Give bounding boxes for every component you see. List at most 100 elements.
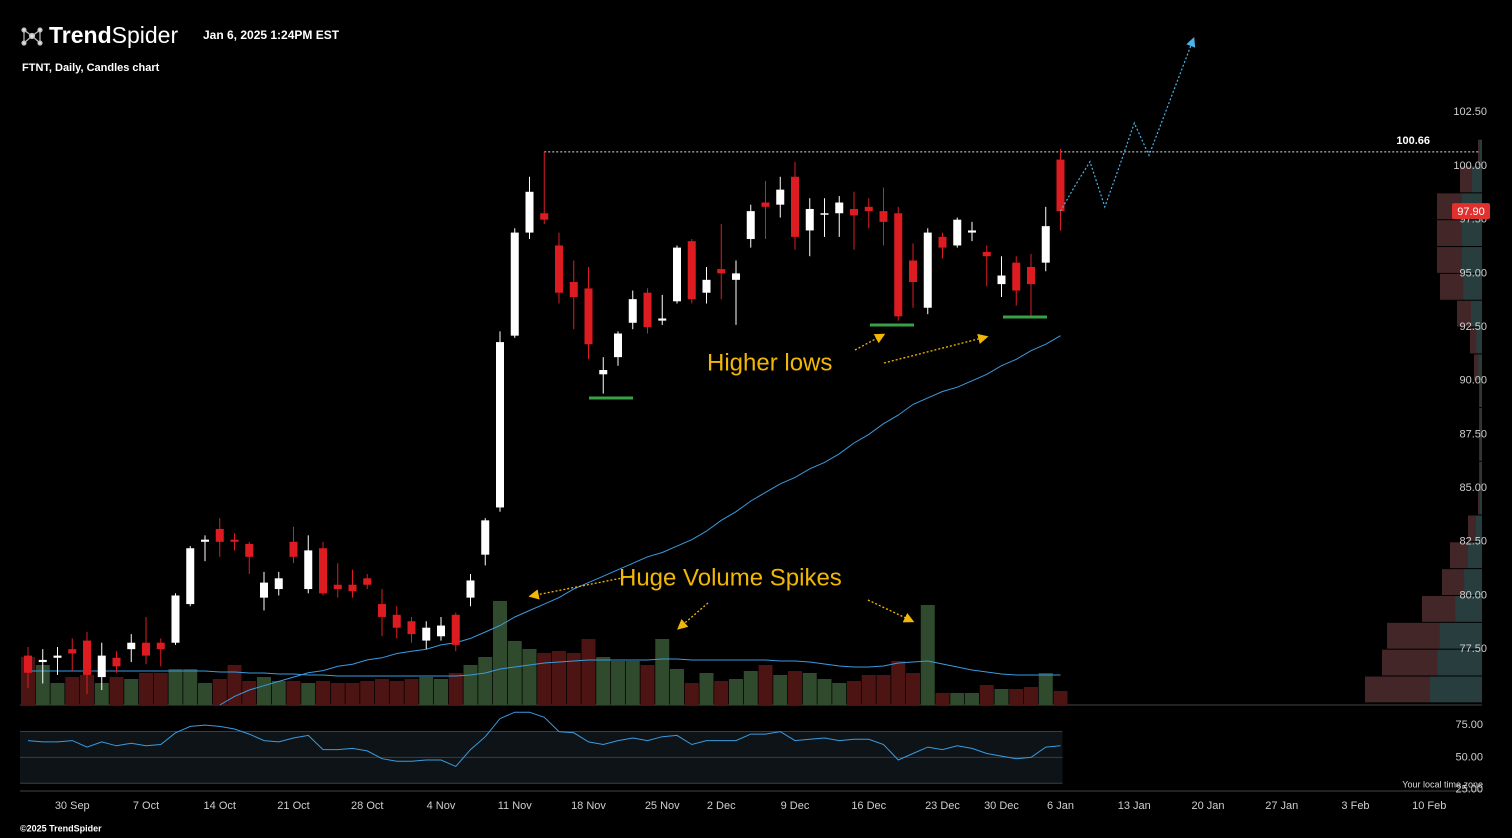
candle-body	[215, 528, 224, 542]
annotation-arrow	[854, 333, 886, 351]
subtitle: FTNT, Daily, Candles chart	[22, 62, 160, 74]
volume-bar	[611, 661, 625, 705]
candle-body	[260, 582, 268, 598]
candle-body	[24, 655, 32, 673]
profile-bar	[1440, 273, 1482, 300]
volume-bar	[596, 657, 611, 705]
x-tick-label: 11 Nov	[498, 800, 533, 812]
candle-body	[304, 550, 313, 590]
rsi-tick-label: 25.00	[1455, 784, 1483, 796]
volume-bar	[714, 681, 729, 705]
y-tick-label: 87.50	[1459, 428, 1487, 440]
profile-bar	[1470, 327, 1482, 354]
candle-body	[953, 219, 962, 246]
profile-bar	[1468, 515, 1482, 542]
candle-body	[938, 236, 947, 248]
x-tick-label: 7 Oct	[133, 800, 159, 812]
candle-body	[540, 213, 549, 220]
volume-bar	[301, 683, 316, 705]
candle-body	[599, 370, 608, 375]
y-tick-label: 100.00	[1453, 160, 1487, 172]
profile-bar	[1437, 247, 1482, 273]
candle-body	[658, 318, 667, 321]
x-tick-label: 30 Dec	[984, 800, 1019, 812]
profile-bar	[1442, 569, 1482, 595]
volume-bar	[463, 665, 478, 705]
annotation-arrow	[528, 575, 633, 600]
volume-bar	[788, 671, 802, 705]
candle-body	[1056, 159, 1065, 212]
brand-light: Spider	[112, 22, 179, 48]
volume-bar	[271, 681, 286, 705]
volume-bar	[404, 679, 419, 705]
candle-body	[83, 640, 91, 675]
annotation-text: Huge Volume Spikes	[619, 564, 842, 591]
volume-bar	[758, 665, 773, 705]
volume-bar	[979, 685, 994, 705]
candle-body	[717, 269, 726, 274]
rsi-tick-label: 75.00	[1455, 719, 1483, 731]
volume-bar	[950, 693, 965, 705]
volume-bar	[684, 683, 699, 705]
candle-body	[982, 251, 991, 257]
volume-bar	[1024, 687, 1038, 705]
candle-body	[333, 584, 342, 590]
candle-body	[791, 176, 799, 237]
volume-bar	[434, 679, 448, 705]
y-tick-label: 85.00	[1459, 482, 1487, 494]
candle-body	[968, 230, 976, 233]
y-tick-label: 92.50	[1459, 321, 1487, 333]
candle-body	[614, 333, 622, 358]
candle-body	[142, 642, 150, 656]
volume-bar	[375, 679, 389, 705]
candle-body	[38, 659, 47, 663]
x-tick-label: 3 Feb	[1341, 800, 1369, 812]
sma-line	[219, 335, 1061, 706]
profile-bar	[1460, 166, 1482, 193]
volume-bar	[330, 683, 345, 705]
candle-body	[289, 541, 298, 557]
candle-body	[673, 247, 681, 302]
volume-bar	[286, 681, 301, 705]
volume-bar	[935, 693, 950, 705]
volume-bar	[1053, 691, 1068, 705]
candle-body	[392, 614, 401, 628]
volume-bar	[1038, 673, 1053, 705]
volume-ma-line	[28, 658, 1061, 677]
volume-bar	[507, 641, 522, 705]
candle-body	[274, 578, 283, 590]
volume-bar	[419, 677, 434, 705]
volume-bar	[847, 681, 861, 705]
candle-body	[245, 543, 254, 557]
volume-bar	[139, 673, 153, 705]
candle-body	[761, 202, 770, 207]
timestamp: Jan 6, 2025 1:24PM EST	[203, 28, 340, 42]
candle-body	[319, 548, 327, 594]
candle-body	[201, 539, 209, 542]
candle-body	[186, 548, 195, 605]
candle-body	[894, 213, 903, 317]
candle-body	[230, 539, 239, 542]
y-tick-label: 95.00	[1459, 267, 1487, 279]
volume-bar	[876, 675, 891, 705]
candle-body	[378, 604, 386, 617]
volume-bar	[316, 681, 330, 705]
annotation-text: Higher lows	[707, 349, 832, 376]
candle-body	[171, 595, 180, 643]
copyright: ©2025 TrendSpider	[20, 823, 102, 833]
profile-bar	[1478, 139, 1482, 166]
candle-body	[112, 657, 121, 667]
profile-bar	[1437, 220, 1482, 247]
x-tick-label: 20 Jan	[1191, 800, 1224, 812]
candle-body	[687, 241, 696, 300]
candle-body	[127, 642, 136, 650]
brand-bold: Trend	[49, 22, 112, 48]
volume-bar	[832, 683, 847, 705]
candle-body	[348, 584, 357, 592]
volume-bar	[242, 681, 257, 705]
candle-body	[422, 627, 431, 641]
volume-layer	[21, 601, 1068, 705]
volume-bar	[257, 677, 271, 705]
